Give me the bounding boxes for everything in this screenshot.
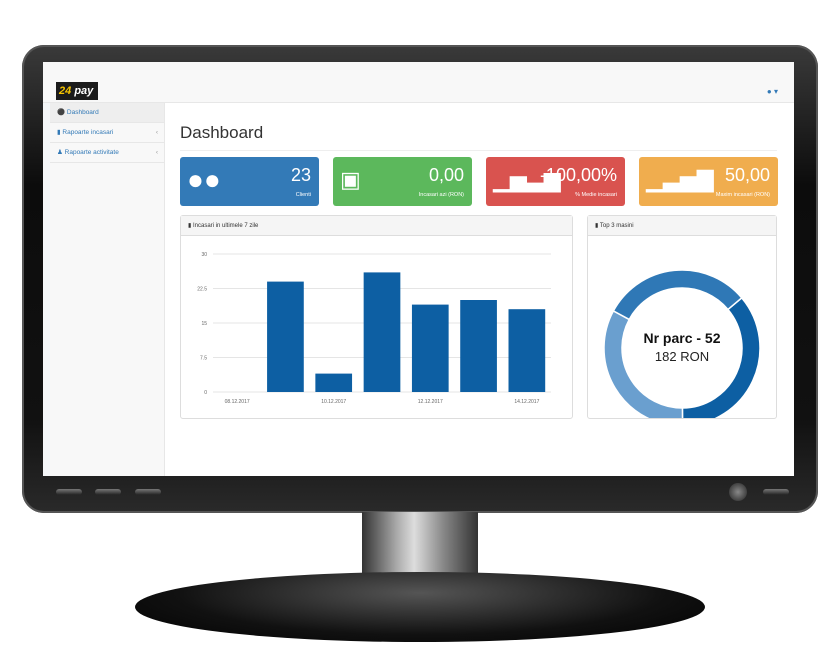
y-tick-label: 7.5: [200, 356, 207, 362]
monitor-button: [135, 489, 161, 495]
bar: [411, 304, 449, 392]
monitor-button: [763, 489, 789, 495]
panel-heading: ▮ Incasari in ultimele 7 zile: [181, 216, 572, 236]
donut-segment: [612, 269, 743, 321]
panel-heading: ▮ Top 3 masini: [588, 216, 776, 236]
main-content: Dashboard ●● 23 Clienti ▣ 0,00 Incasari …: [165, 103, 794, 476]
bar-chart-panel: ▮ Incasari in ultimele 7 zile 0 7.5 15 22.5…: [180, 215, 573, 419]
user-icon: ●: [766, 87, 772, 96]
card-label: Maxim incasari (RON): [715, 192, 770, 198]
chevron-left-icon: ‹: [155, 129, 158, 136]
x-tick-label: 12.12.2017: [418, 399, 443, 405]
screen: 24 pay ● ▾ ⚫ Dashboard ▮ Rapoarte incasa…: [43, 62, 794, 476]
bar-chart-icon: ▮: [57, 129, 61, 136]
sidebar: ⚫ Dashboard ▮ Rapoarte incasari ‹ ♟ Rapoa…: [50, 103, 165, 476]
bar-chart-icon: ▮: [188, 223, 192, 229]
sidebar-item-label: Rapoarte activitate: [64, 149, 119, 156]
card-label: % Medie incasari: [575, 192, 617, 198]
x-tick-label: 08.12.2017: [225, 399, 250, 405]
dashboard-icon: ⚫: [57, 109, 66, 116]
logo[interactable]: 24 pay: [56, 82, 98, 100]
monitor-stand-base: [135, 572, 705, 642]
sidebar-item-rapoarte-incasari[interactable]: ▮ Rapoarte incasari ‹: [50, 123, 164, 143]
card-clienti[interactable]: ●● 23 Clienti: [180, 157, 319, 206]
bar: [460, 300, 497, 392]
x-tick-label: 14.12.2017: [514, 399, 539, 405]
sidebar-item-label: Rapoarte incasari: [62, 129, 114, 136]
y-tick-label: 30: [201, 252, 207, 258]
y-tick-label: 15: [201, 321, 207, 327]
card-medie-incasari[interactable]: ▁▅▃▆ -100,00% % Medie incasari: [486, 157, 625, 206]
card-value: 23: [290, 165, 311, 185]
card-incasari-azi[interactable]: ▣ 0,00 Incasari azi (RON): [333, 157, 472, 206]
y-tick-label: 0: [204, 390, 207, 396]
money-icon: ▣: [340, 167, 361, 192]
bar: [508, 309, 546, 392]
donut-chart-panel: ▮ Top 3 masini Nr parc - 52 182 RON: [587, 215, 777, 427]
signal-icon: ▁▃▅▇: [646, 167, 714, 192]
bar: [315, 373, 353, 392]
users-icon: ●●: [187, 164, 221, 195]
page-title: Dashboard: [180, 123, 264, 142]
donut-center-title: Nr parc - 52: [643, 330, 720, 346]
card-label: Incasari azi (RON): [418, 192, 464, 198]
donut-center-value: 182 RON: [655, 349, 709, 364]
logo-number: 24: [59, 85, 72, 97]
bar-chart-icon: ▮: [595, 223, 599, 229]
monitor-button: [56, 489, 82, 495]
logo-word: pay: [74, 85, 94, 97]
donut-chart: Nr parc - 52 182 RON: [603, 269, 761, 427]
sidebar-item-rapoarte-activitate[interactable]: ♟ Rapoarte activitate ‹: [50, 143, 164, 163]
bar-chart-icon: ▁▅▃▆: [493, 167, 561, 192]
panel-title: Incasari in ultimele 7 zile: [192, 223, 259, 229]
bar-chart: 0 7.5 15 22.5 30 08.12.2017 10.12.2017 12.12.20…: [197, 252, 551, 405]
divider: [180, 150, 777, 151]
card-label: Clienti: [295, 192, 311, 198]
monitor-button: [95, 489, 121, 495]
chevron-left-icon: ‹: [155, 149, 158, 156]
x-tick-label: 10.12.2017: [321, 399, 346, 405]
sidebar-item-dashboard[interactable]: ⚫ Dashboard: [50, 103, 164, 123]
sidebar-item-label: Dashboard: [66, 109, 99, 116]
card-value: -100,00%: [539, 165, 617, 185]
donut-segment: [603, 309, 684, 427]
y-tick-label: 22.5: [197, 287, 207, 293]
person-icon: ♟: [57, 149, 63, 156]
power-button: [729, 483, 747, 501]
bar: [267, 281, 304, 392]
panel-title: Top 3 masini: [599, 223, 634, 229]
card-value: 0,00: [428, 165, 464, 185]
bar: [363, 272, 401, 392]
card-maxim-incasari[interactable]: ▁▃▅▇ 50,00 Maxim incasari (RON): [639, 157, 778, 206]
user-menu[interactable]: ● ▾: [766, 87, 778, 96]
card-value: 50,00: [724, 165, 770, 185]
navbar: 24 pay ● ▾: [43, 62, 794, 103]
